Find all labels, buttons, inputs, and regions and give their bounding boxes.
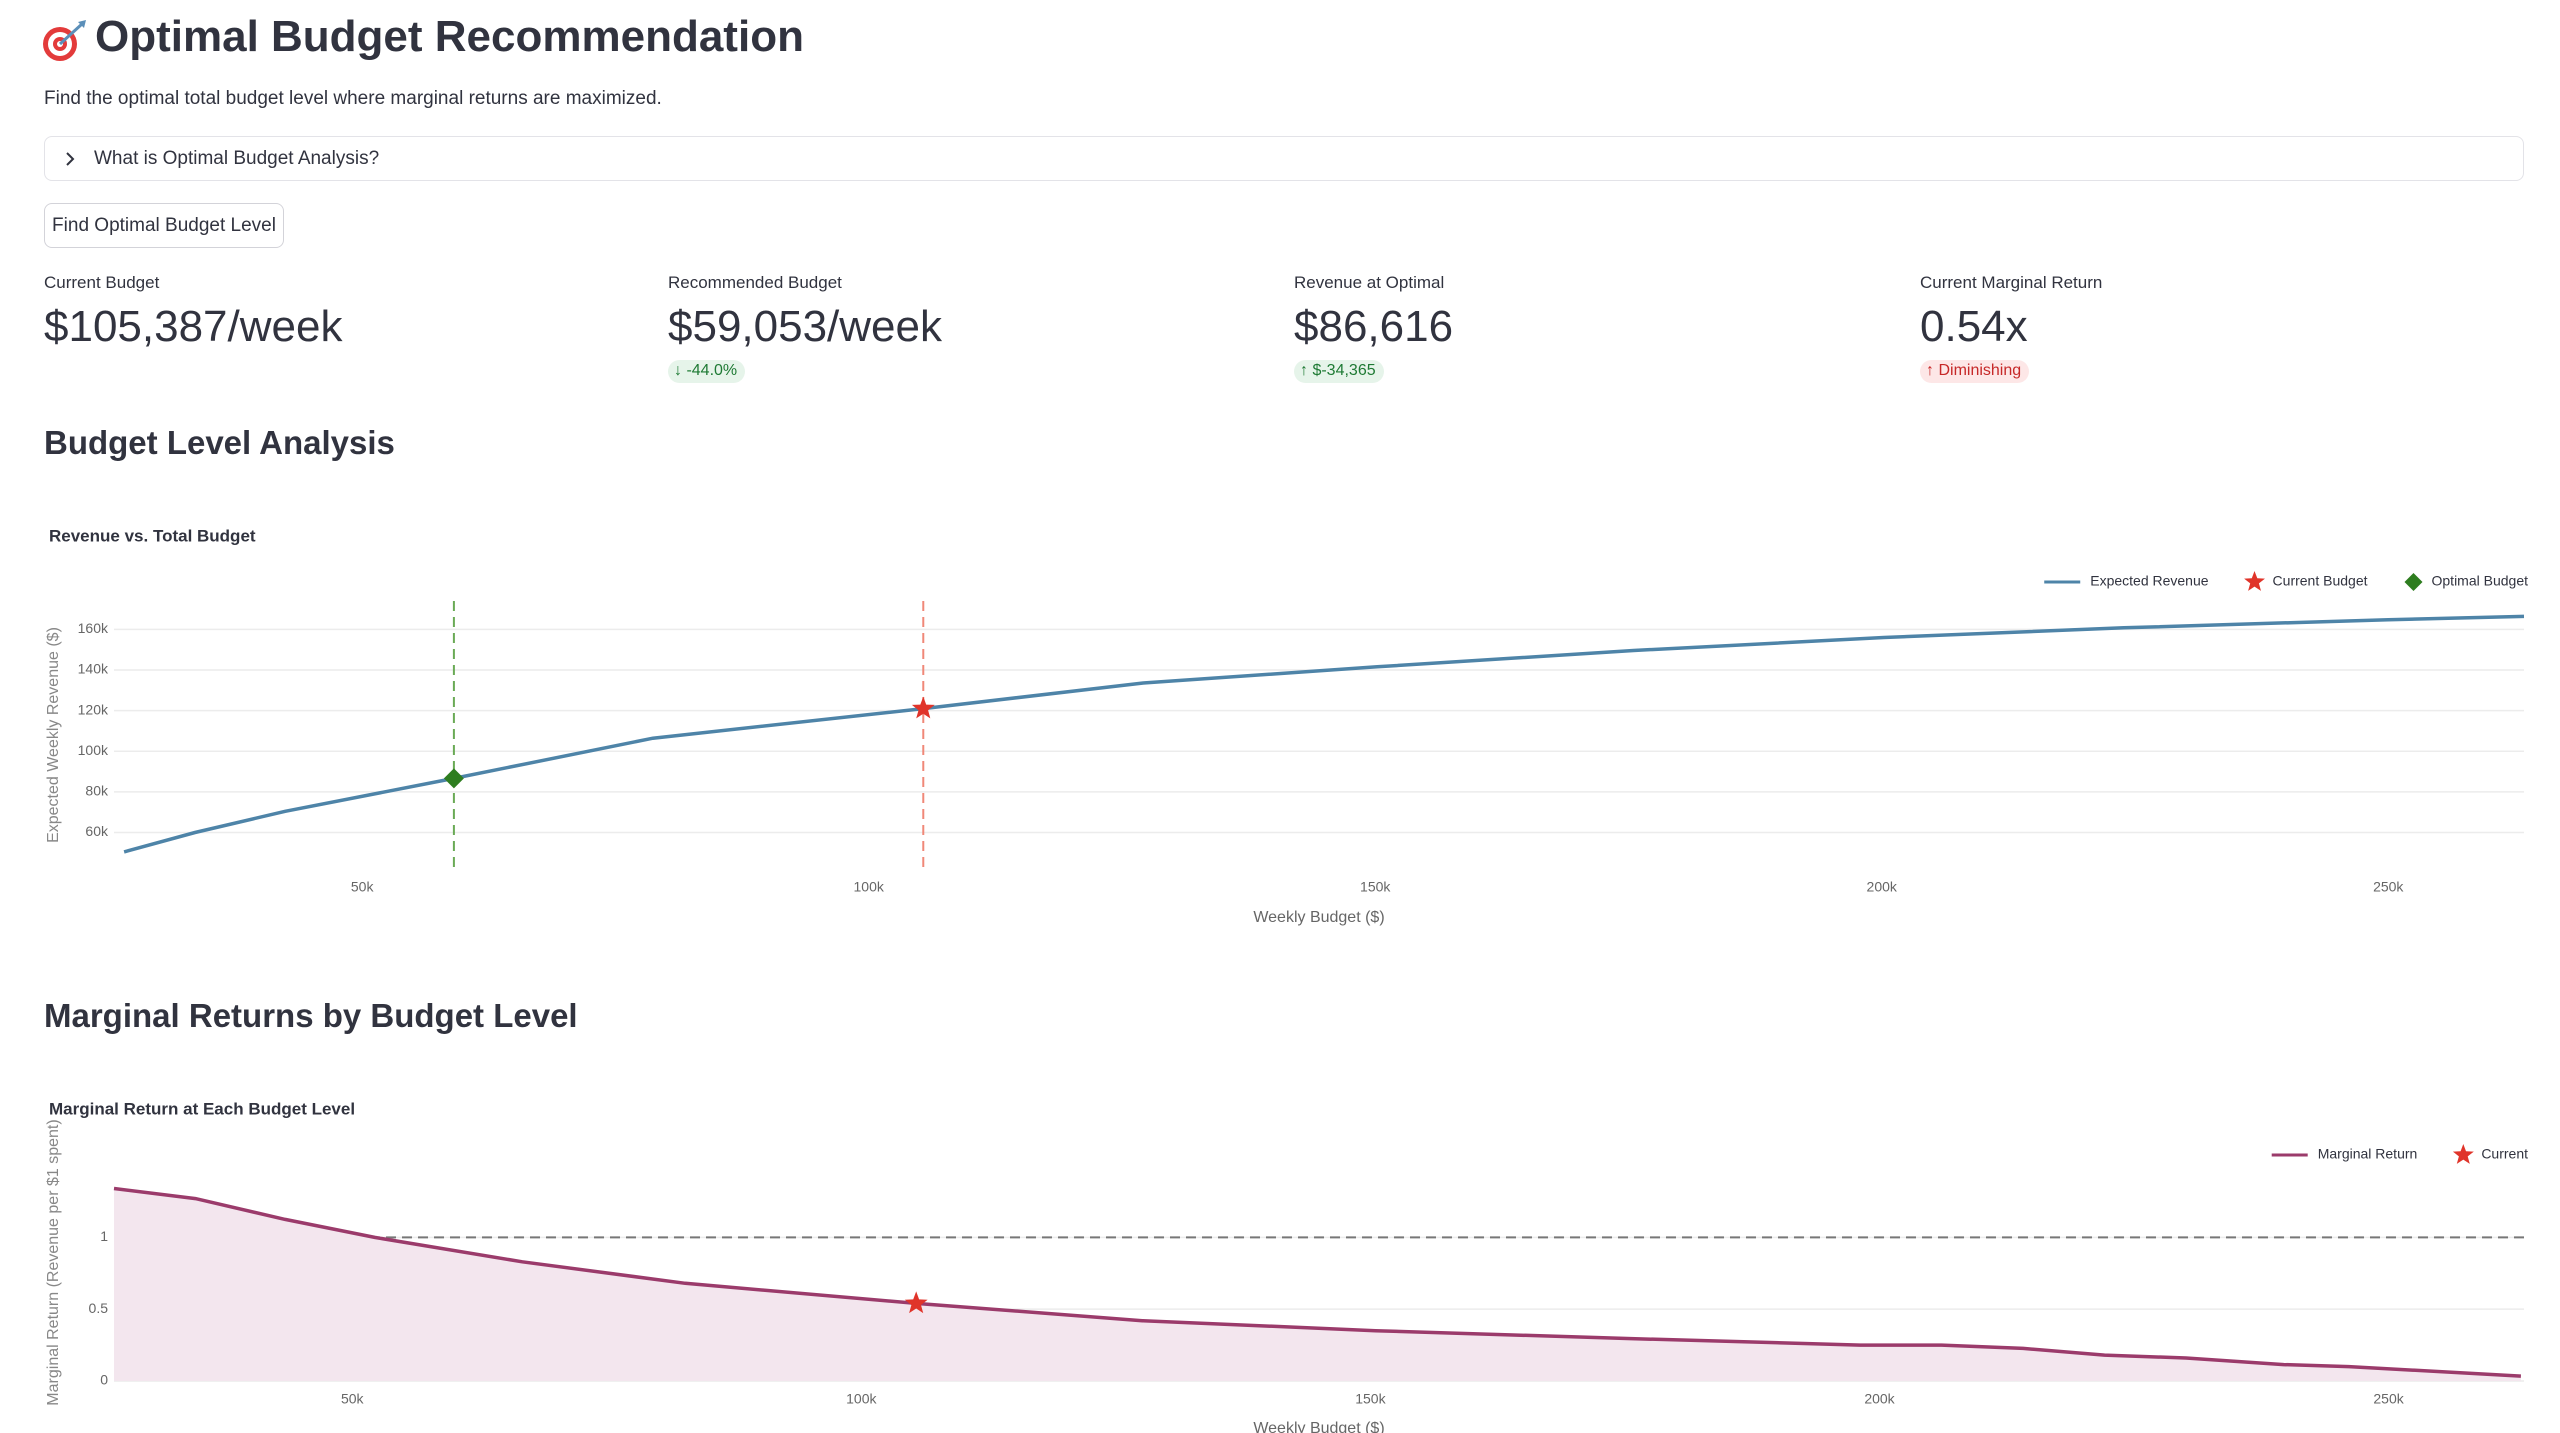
page-title: Optimal Budget Recommendation — [95, 12, 804, 61]
legend-label: Current — [2481, 1146, 2528, 1162]
x-tick-label: 50k — [341, 1391, 365, 1407]
metric-label: Recommended Budget — [668, 273, 842, 292]
legend-label: Optimal Budget — [2432, 573, 2529, 589]
section-heading: Budget Level Analysis — [44, 424, 395, 461]
star-marker — [911, 696, 935, 719]
legend-marker — [2452, 1144, 2474, 1164]
expander-label: What is Optimal Budget Analysis? — [94, 148, 380, 169]
chart-title: Marginal Return at Each Budget Level — [49, 1099, 355, 1118]
x-tick-label: 250k — [2373, 1391, 2404, 1407]
x-tick-label: 200k — [1864, 1391, 1895, 1407]
metric-label: Current Marginal Return — [1920, 273, 2103, 292]
y-tick-label: 1 — [100, 1228, 108, 1244]
delta-text: -44.0% — [686, 362, 738, 379]
subtitle: Find the optimal total budget level wher… — [44, 88, 662, 109]
button[interactable]: Find Optimal Budget Level — [44, 203, 284, 248]
star-marker — [904, 1291, 928, 1314]
x-tick-label: 100k — [846, 1391, 877, 1407]
delta-text: $-34,365 — [1312, 362, 1376, 379]
x-tick-label: 200k — [1867, 879, 1898, 895]
y-axis-label: Expected Weekly Revenue ($) — [45, 627, 62, 843]
x-tick-label: 50k — [351, 879, 375, 895]
metric-delta: ↑ $-34,365 — [1294, 360, 1384, 383]
legend-marker — [2404, 573, 2423, 591]
area — [114, 1188, 2521, 1381]
legend-marker — [2244, 571, 2265, 591]
metric-value: 0.54x — [1920, 302, 2028, 351]
title-icon — [43, 20, 86, 61]
y-tick-label: 140k — [78, 661, 109, 677]
line — [113, 1186, 2521, 1378]
x-tick-label: 150k — [1360, 879, 1391, 895]
x-tick-label: 100k — [854, 879, 885, 895]
section-heading: Marginal Returns by Budget Level — [44, 997, 578, 1034]
legend-label: Marginal Return — [2318, 1146, 2418, 1162]
diamond-marker — [443, 768, 464, 789]
expander[interactable]: What is Optimal Budget Analysis? — [44, 136, 2524, 181]
legend-label: Expected Revenue — [2090, 573, 2209, 589]
chevron — [66, 152, 75, 166]
y-tick-label: 160k — [78, 620, 109, 636]
metric-value: $59,053/week — [668, 302, 942, 351]
metric-delta: ↓ -44.0% — [668, 360, 746, 383]
metric-value: $105,387/week — [44, 302, 343, 351]
y-tick-label: 100k — [78, 742, 109, 758]
metric-value: $86,616 — [1294, 302, 1454, 351]
x-tick-label: 250k — [2373, 879, 2404, 895]
x-tick-label: 150k — [1355, 1391, 1386, 1407]
delta-text: Diminishing — [1938, 362, 2022, 379]
y-axis-label: Marginal Return (Revenue per $1 spent) — [45, 1119, 62, 1405]
y-tick-label: 0.5 — [89, 1300, 109, 1316]
legend-label: Current Budget — [2273, 573, 2368, 589]
y-tick-label: 60k — [85, 823, 109, 839]
y-tick-label: 120k — [78, 701, 109, 717]
metric-label: Revenue at Optimal — [1294, 273, 1445, 292]
line — [123, 614, 2525, 854]
chart-title: Revenue vs. Total Budget — [49, 526, 256, 545]
x-axis-label: Weekly Budget ($) — [1253, 909, 1384, 926]
metric-label: Current Budget — [44, 273, 160, 292]
x-axis-label: Weekly Budget ($) — [1253, 1420, 1384, 1433]
metric-delta: ↑ Diminishing — [1920, 360, 2030, 383]
y-tick-label: 80k — [85, 783, 109, 799]
y-tick-label: 0 — [100, 1372, 108, 1388]
